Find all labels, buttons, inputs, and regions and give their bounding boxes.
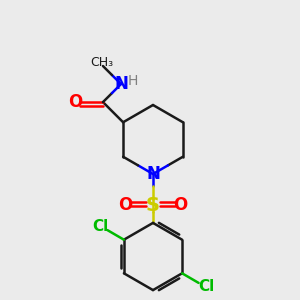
- Text: S: S: [146, 196, 160, 215]
- Text: O: O: [173, 196, 188, 214]
- Text: O: O: [118, 196, 133, 214]
- Text: CH₃: CH₃: [90, 56, 113, 69]
- Text: N: N: [114, 75, 128, 93]
- Text: N: N: [146, 165, 160, 183]
- Text: Cl: Cl: [92, 219, 108, 234]
- Text: Cl: Cl: [198, 279, 214, 294]
- Text: O: O: [68, 93, 82, 111]
- Text: H: H: [127, 74, 138, 88]
